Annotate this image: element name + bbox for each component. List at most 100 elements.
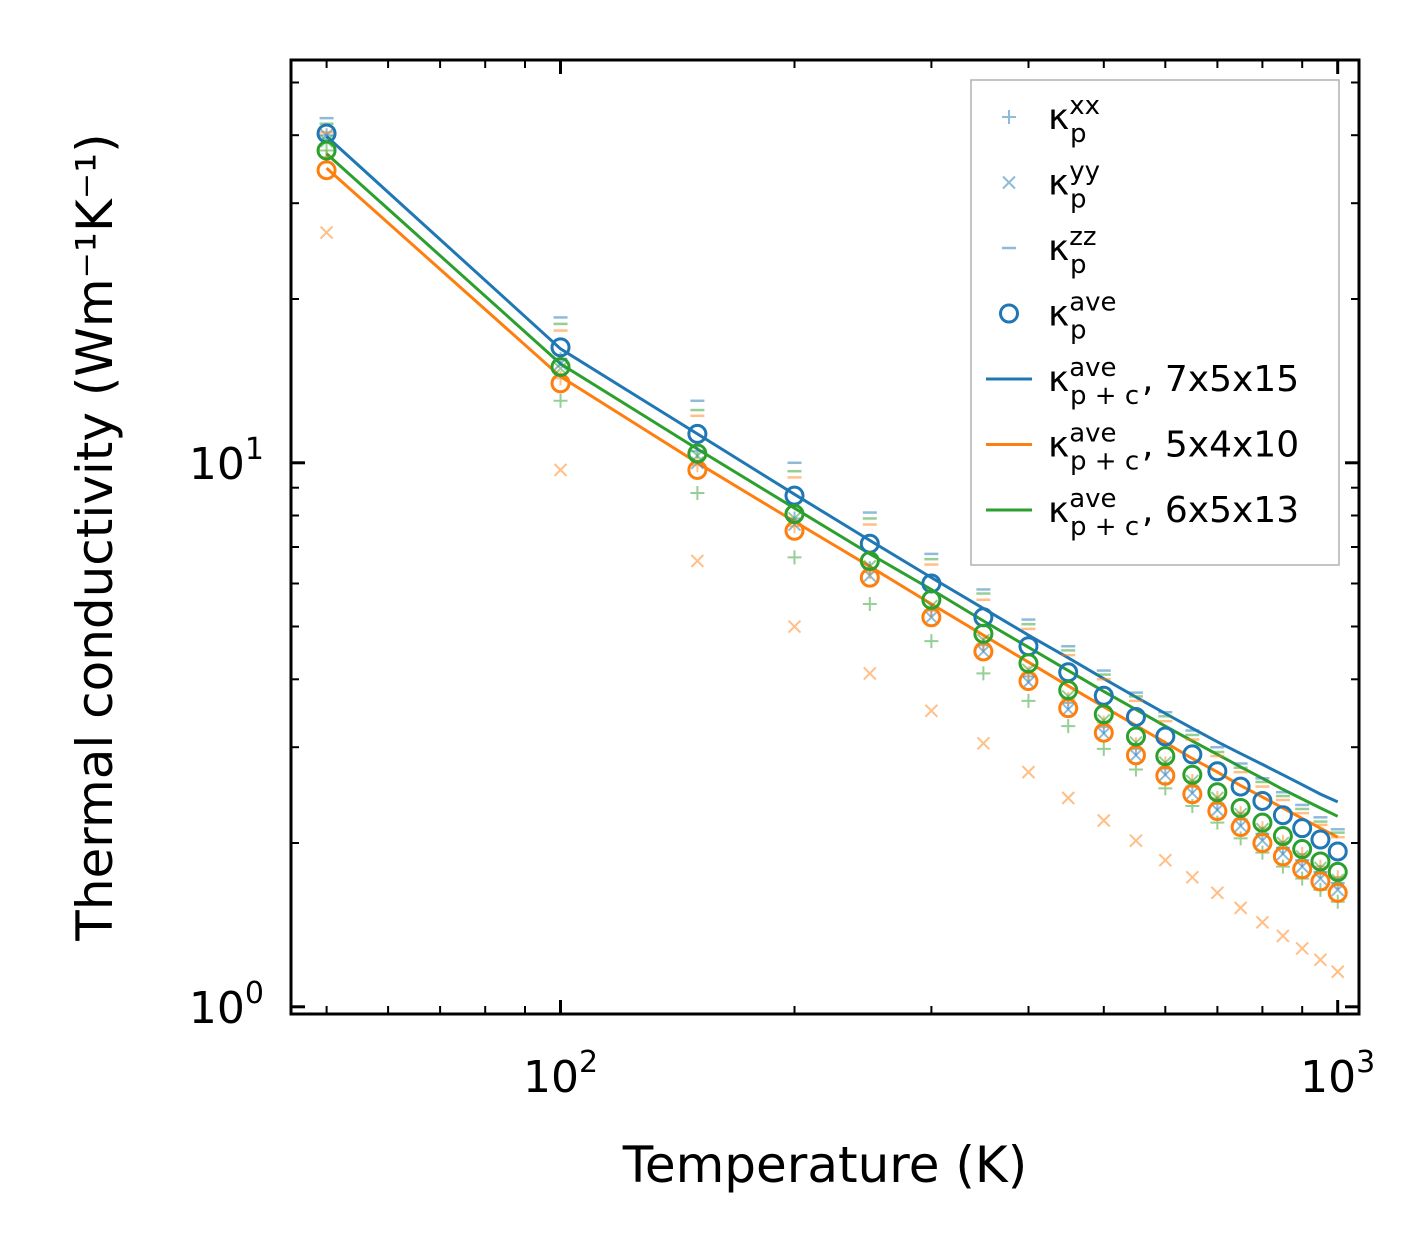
- point-kyy_orange-300: [924, 704, 939, 718]
- point-kyy_blue-750: [1233, 819, 1248, 833]
- legend-label-5: κave p + c, 5x4x10: [1048, 419, 1299, 477]
- point-kave_orange-1000: [1327, 882, 1348, 903]
- point-kyy_green-800: [1255, 822, 1270, 836]
- point-kyy_orange-100-glyph: [553, 463, 568, 477]
- legend-symbol-6: κ: [1048, 490, 1069, 531]
- x-tick-label-100-base: 10: [523, 1052, 579, 1103]
- point-kyy_blue-350-glyph: [976, 644, 991, 659]
- point-kxx_green-750-glyph: [1233, 831, 1248, 846]
- point-kave_green-750: [1230, 797, 1251, 818]
- point-kyy_orange-500: [1097, 813, 1111, 828]
- point-kave_green-950-glyph: [1310, 851, 1331, 872]
- point-kyy_orange-300-glyph: [924, 704, 939, 718]
- point-kyy_orange-400-glyph: [1021, 765, 1036, 779]
- point-kave_green-850: [1272, 826, 1293, 847]
- point-kxx_green-750: [1233, 831, 1248, 846]
- point-kyy_orange-50-glyph: [319, 225, 334, 240]
- point-kyy_blue-550-glyph: [1129, 748, 1143, 762]
- point-kyy_blue-450-glyph: [1061, 702, 1075, 717]
- x-tick-label-1000-base: 10: [1300, 1052, 1356, 1103]
- point-kyy_orange-100: [553, 463, 568, 477]
- point-kave_orange-550-glyph: [1125, 745, 1146, 766]
- legend-sub-5: p + c: [1070, 447, 1139, 477]
- plot-frame: [289, 58, 1361, 1016]
- point-kave_blue-900-glyph: [1292, 818, 1313, 839]
- point-kyy_orange-850-glyph: [1276, 929, 1290, 943]
- point-kave_green-250-glyph: [859, 550, 880, 571]
- legend-symbol-5: κ: [1048, 425, 1069, 466]
- point-kxx_green-500-glyph: [1096, 741, 1111, 756]
- point-kyy_orange-900-glyph: [1295, 941, 1309, 956]
- point-kave_green-250: [859, 550, 880, 571]
- point-kyy_blue-450: [1061, 702, 1075, 717]
- point-kave_green-450-glyph: [1058, 680, 1079, 701]
- line-kpc_blue: [325, 135, 1339, 804]
- line-kpc_green: [325, 152, 1339, 818]
- y-tick-label-1: 100: [189, 976, 264, 1034]
- point-kave_green-800: [1252, 812, 1273, 833]
- point-kave_orange-1000-glyph: [1327, 882, 1348, 903]
- point-kxx_green-250-glyph: [862, 597, 877, 612]
- point-kyy_orange-800: [1255, 915, 1270, 930]
- point-kave_green-500: [1093, 704, 1114, 725]
- point-kave_orange-950-glyph: [1310, 871, 1331, 892]
- point-kave_green-700-glyph: [1207, 782, 1228, 803]
- point-kave_blue-900: [1292, 818, 1313, 839]
- point-kave_green-200: [784, 504, 805, 525]
- point-kave_green-450: [1058, 680, 1079, 701]
- point-kyy_orange-550-glyph: [1129, 833, 1143, 848]
- legend-sup-2: zz: [1069, 222, 1096, 252]
- legend-sup-3: ave: [1069, 288, 1116, 318]
- legend-sup-5: ave: [1069, 419, 1116, 449]
- legend-handle-0-glyph: [1002, 110, 1016, 124]
- point-kxx_green-400: [1021, 693, 1036, 708]
- point-kyy_blue-550: [1129, 748, 1143, 762]
- legend-label-2: κzz p: [1048, 222, 1097, 280]
- point-kave_blue-950-glyph: [1310, 829, 1331, 850]
- legend-handle-1-glyph: [1002, 175, 1016, 190]
- y-axis-title: Thermal conductivity (Wm⁻¹K⁻¹): [66, 133, 124, 941]
- point-kxx_green-850: [1275, 859, 1290, 874]
- point-kxx_green-50-glyph: [319, 143, 334, 158]
- y-tick-label-10-exp: 1: [245, 432, 264, 467]
- legend-sup-0: xx: [1069, 91, 1100, 121]
- point-kyy_orange-150-glyph: [690, 554, 705, 568]
- y-tick-label-10: 101: [189, 432, 264, 490]
- y-tick-label-10-base: 10: [189, 439, 245, 490]
- point-kxx_green-400-glyph: [1021, 693, 1036, 708]
- point-kave_green-800-glyph: [1252, 812, 1273, 833]
- point-kxx_green-350: [976, 666, 991, 681]
- point-kave_green-850-glyph: [1272, 826, 1293, 847]
- legend-sub-6: p + c: [1070, 512, 1139, 542]
- point-kxx_green-300-glyph: [924, 634, 939, 649]
- point-kxx_green-100-glyph: [553, 393, 568, 408]
- point-kxx_green-150: [690, 485, 705, 500]
- point-kave_orange-850-glyph: [1272, 846, 1293, 867]
- point-kave_orange-800: [1252, 833, 1273, 854]
- point-kyy_orange-650-glyph: [1185, 870, 1200, 885]
- point-kyy_orange-700-glyph: [1210, 886, 1225, 900]
- legend-sub-1: p: [1070, 185, 1087, 215]
- legend-suffix-4: , 7x5x15: [1142, 359, 1299, 400]
- legend-sub-0: p: [1070, 119, 1087, 149]
- point-kave_orange-550: [1125, 745, 1146, 766]
- point-kave_orange-950: [1310, 871, 1331, 892]
- point-kyy_green-100: [553, 361, 568, 376]
- point-kave_orange-500: [1093, 722, 1114, 743]
- point-kyy_green-100-glyph: [553, 361, 568, 376]
- plot-layer: [316, 116, 1348, 979]
- point-kave_green-550: [1125, 726, 1146, 747]
- legend-sub-2: p: [1070, 250, 1087, 280]
- point-kyy_orange-450-glyph: [1061, 791, 1075, 805]
- point-kyy_orange-350: [976, 736, 991, 751]
- legend-sub-3: p: [1070, 316, 1087, 346]
- point-kyy_blue-750-glyph: [1233, 819, 1248, 833]
- legend-sub-4: p + c: [1070, 381, 1139, 411]
- point-kave_green-350-glyph: [973, 623, 994, 644]
- point-kave_blue-550: [1125, 706, 1146, 727]
- legend-handle-1: [1002, 175, 1016, 190]
- point-kave_orange-600-glyph: [1155, 765, 1176, 786]
- point-kyy_green-800-glyph: [1255, 822, 1270, 836]
- point-kave_green-1000: [1327, 861, 1348, 882]
